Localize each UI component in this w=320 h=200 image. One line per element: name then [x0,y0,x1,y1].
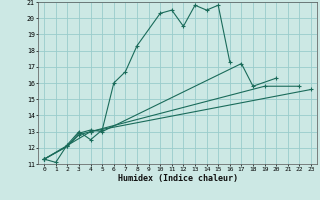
X-axis label: Humidex (Indice chaleur): Humidex (Indice chaleur) [118,174,238,183]
